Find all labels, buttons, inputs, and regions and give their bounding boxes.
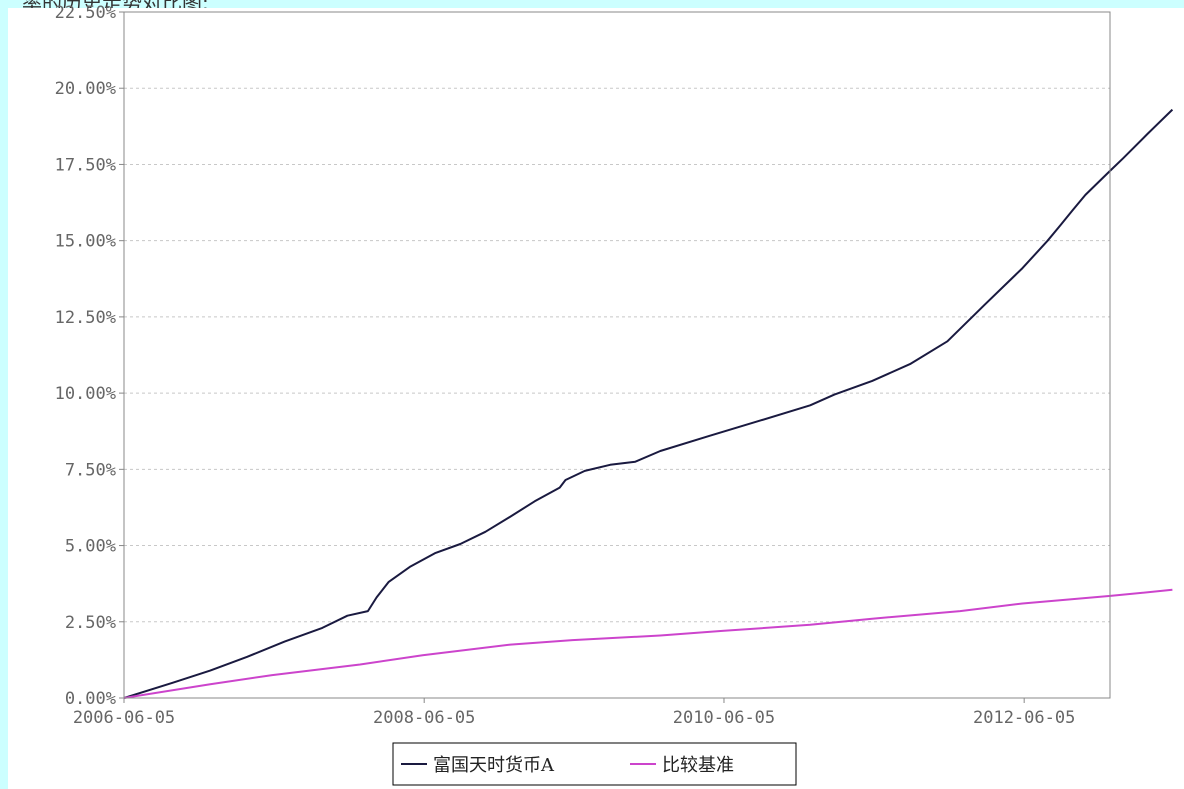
x-tick-label: 2006-06-05 — [73, 708, 175, 728]
y-tick-label: 7.50% — [65, 460, 116, 480]
legend-box — [392, 742, 797, 786]
legend-label-2: 比较基准 — [662, 755, 734, 776]
y-axis-ticks: 0.00% 2.50% 5.00% 7.50% 10.00% 12.50% 15.00% 17… — [55, 3, 124, 709]
chart-frame — [8, 8, 1184, 789]
series-lines — [123, 108, 1174, 699]
legend: 富国天时货币A 比较基准 — [392, 742, 797, 786]
series-line-2 — [123, 588, 1173, 699]
x-axis-ticks: 2006-06-05 2008-06-05 2010-06-05 2012-06-05 — [73, 698, 1075, 728]
x-tick-label: 2010-06-05 — [673, 708, 775, 728]
x-tick-label: 2012-06-05 — [973, 708, 1075, 728]
y-tick-label: 12.50% — [55, 308, 116, 328]
y-tick-label: 5.00% — [65, 537, 116, 557]
y-tick-label: 17.50% — [55, 155, 116, 175]
y-tick-label: 20.00% — [55, 79, 116, 99]
y-tick-label: 22.50% — [55, 3, 116, 23]
plot-area-border — [123, 11, 1111, 699]
gridlines — [124, 87, 1110, 623]
legend-label-1: 富国天时货币A — [433, 755, 555, 776]
y-tick-label: 2.50% — [65, 613, 116, 633]
y-tick-label: 15.00% — [55, 232, 116, 252]
caption-strip: 率的历史走势对比图: — [8, 0, 1184, 8]
y-tick-label: 0.00% — [65, 689, 116, 709]
x-tick-label: 2008-06-05 — [373, 708, 475, 728]
series-line-1 — [123, 108, 1174, 699]
caption-text: 率的历史走势对比图: — [22, 0, 209, 8]
y-tick-label: 10.00% — [55, 384, 116, 404]
